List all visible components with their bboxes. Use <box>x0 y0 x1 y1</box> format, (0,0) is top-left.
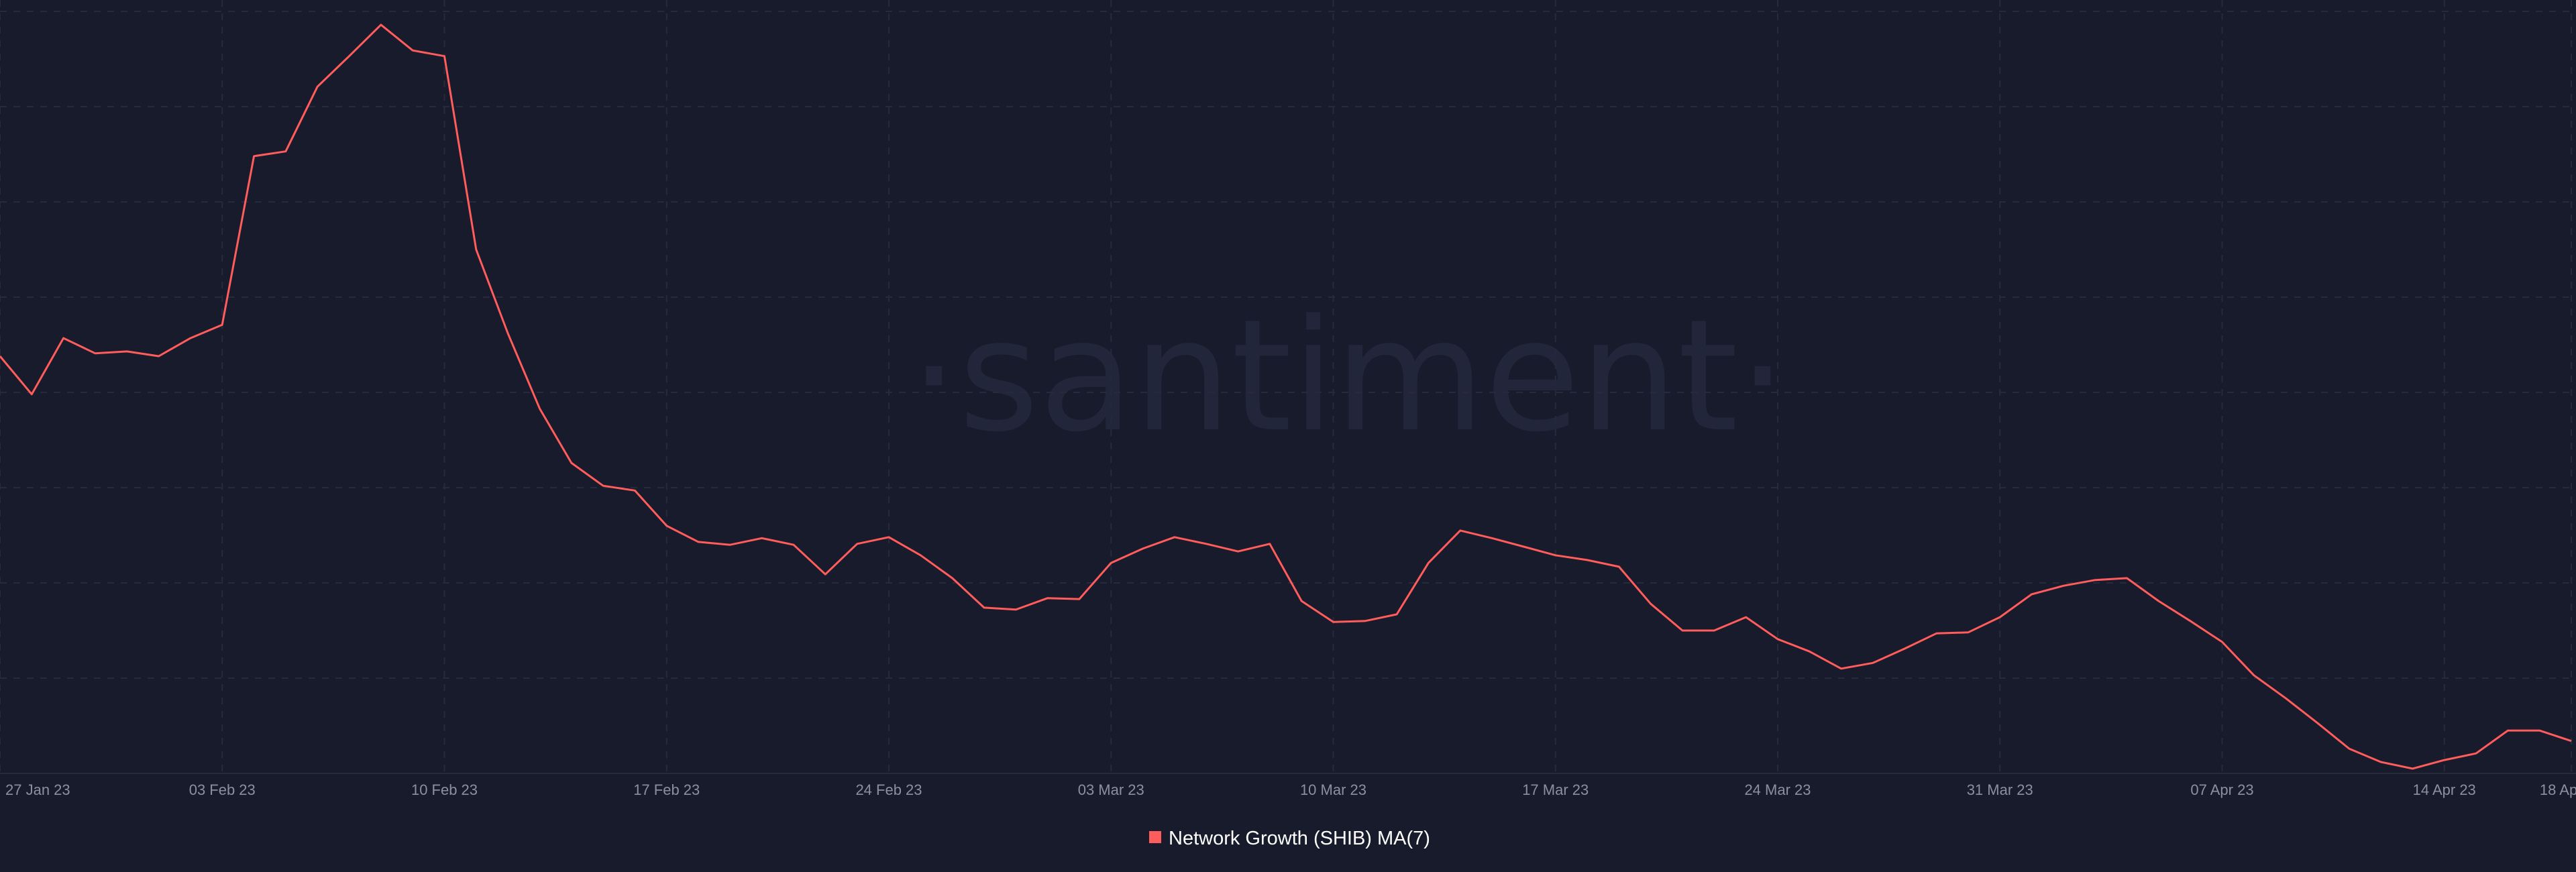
x-tick-label: 18 Apr 23 <box>2540 781 2576 798</box>
x-tick-label: 24 Feb 23 <box>855 781 922 798</box>
x-tick-label: 14 Apr 23 <box>2413 781 2476 798</box>
data-line <box>0 23 2572 770</box>
watermark: ·santiment· <box>910 287 1787 466</box>
x-tick-label: 17 Mar 23 <box>1522 781 1589 798</box>
legend-swatch <box>1149 831 1161 843</box>
legend-item: Network Growth (SHIB) MA(7) <box>1149 828 1430 849</box>
x-tick-label: 17 Feb 23 <box>633 781 700 798</box>
x-tick-label: 03 Mar 23 <box>1078 781 1144 798</box>
x-tick-label: 03 Feb 23 <box>189 781 256 798</box>
x-tick-label: 24 Mar 23 <box>1744 781 1811 798</box>
x-tick-label: 10 Feb 23 <box>411 781 478 798</box>
x-tick-label: 27 Jan 23 <box>5 781 70 798</box>
x-tick-label: 07 Apr 23 <box>2190 781 2253 798</box>
x-tick-label: 31 Mar 23 <box>1967 781 2033 798</box>
x-tick-label: 10 Mar 23 <box>1300 781 1366 798</box>
legend-label: Network Growth (SHIB) MA(7) <box>1169 828 1430 849</box>
